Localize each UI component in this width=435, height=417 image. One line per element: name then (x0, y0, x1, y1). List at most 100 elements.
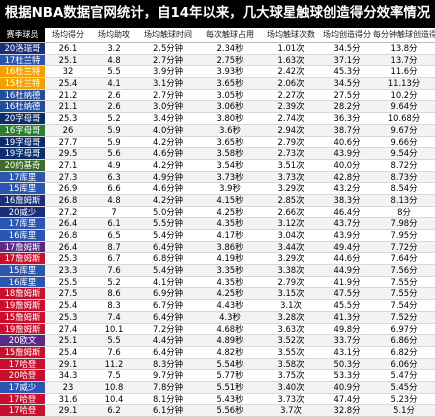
table-cell: 26.8 (45, 230, 91, 241)
table-cell: 3.06秒 (199, 101, 261, 113)
table-cell: 2.66次 (261, 206, 321, 218)
table-cell: 8.73分 (373, 171, 435, 183)
table-cell: 4.8 (91, 194, 137, 206)
table-cell: 42.8分 (321, 171, 373, 183)
table-cell: 2.27次 (261, 89, 321, 101)
player-season-label: 16杜兰特 (0, 66, 45, 78)
table-cell: 3.9分钟 (137, 66, 199, 78)
table-cell: 45.5分 (321, 300, 373, 311)
table-cell: 44.9分 (321, 265, 373, 276)
table-cell: 2.73次 (261, 148, 321, 159)
table-cell: 2.06次 (261, 78, 321, 89)
table-cell: 7.95分 (373, 230, 435, 241)
table-row: 16杜兰特 32 5.5 3.9分钟 3.93秒 2.42次 45.3分 11.6分 (0, 66, 435, 79)
table-cell: 5.2 (91, 113, 137, 124)
table-cell: 6.7分钟 (137, 300, 199, 311)
player-season-label: 16库里 (0, 276, 45, 288)
table-cell: 8.72分 (373, 159, 435, 171)
table-row: 17哈登 29.1 6.2 6.1分钟 5.56秒 3.7次 32.8分 5.1分 (0, 405, 435, 417)
player-season-label: 15詹姆斯 (0, 346, 45, 358)
table-cell: 3.15次 (261, 288, 321, 300)
table-cell: 3.65秒 (199, 78, 261, 89)
player-season-label: 17哈登 (0, 358, 45, 370)
table-header: 赛季球员 场均得分 场均助攻 场均触球时间 每次触球占用 场均触球次数 场均创造得分 每分钟触… (0, 28, 435, 43)
table-cell: 3.29次 (261, 253, 321, 265)
player-season-label: 16库里 (0, 230, 45, 241)
table-cell: 2.85次 (261, 194, 321, 206)
table-cell: 37.1分 (321, 54, 373, 66)
table-cell: 25.4 (45, 300, 91, 311)
table-row: 17詹姆斯 26.4 8.7 6.4分钟 3.86秒 3.44次 49.4分 7.72分 (0, 241, 435, 254)
player-season-label: 15詹姆斯 (0, 311, 45, 323)
table-body: 20洛瑞哥 26.1 3.2 2.5分钟 2.34秒 1.01次 34.5分 13.8分 17杜… (0, 43, 435, 417)
table-cell: 4.68秒 (199, 323, 261, 335)
table-cell: 43.9分 (321, 230, 373, 241)
table-cell: 4.17秒 (199, 230, 261, 241)
table-cell: 4.25秒 (199, 288, 261, 300)
table-cell: 5.0分钟 (137, 206, 199, 218)
table-cell: 4.35秒 (199, 276, 261, 288)
column-header: 赛季球员 (0, 28, 45, 42)
table-cell: 7.55分 (373, 276, 435, 288)
table-cell: 3.86秒 (199, 241, 261, 253)
table-cell: 44.6分 (321, 253, 373, 265)
table-cell: 26.1 (45, 43, 91, 54)
table-cell: 9.54分 (373, 148, 435, 159)
table-row: 17哈登 31.6 10.4 8.1分钟 5.43秒 3.73次 47.4分 5.23分 (0, 393, 435, 406)
table-cell: 43.7分 (321, 218, 373, 229)
table-cell: 3.51次 (261, 159, 321, 171)
table-cell: 25.1 (45, 54, 91, 66)
table-cell: 2.6 (91, 89, 137, 101)
table-cell: 4.2分钟 (137, 194, 199, 206)
table-cell: 26 (45, 124, 91, 136)
table-cell: 8.3 (91, 300, 137, 311)
column-header: 场均得分 (52, 30, 84, 39)
table-cell: 3.9秒 (199, 183, 261, 194)
table-row: 20威少 27.2 7 5.0分钟 4.25秒 2.66次 46.4分 8分 (0, 206, 435, 219)
table-cell: 3.58秒 (199, 148, 261, 159)
player-season-label: 16杜纳德 (0, 89, 45, 101)
table-cell: 7.56分 (373, 265, 435, 276)
table-cell: 27.2 (45, 206, 91, 218)
table-cell: 27.5 (45, 288, 91, 300)
table-row: 16詹姆斯 26.8 4.8 4.2分钟 4.15秒 2.85次 38.3分 8.13分 (0, 194, 435, 207)
column-header: 每分钟触球创造得分 (373, 30, 435, 39)
table-cell: 7.52分 (373, 311, 435, 323)
table-cell: 3.6秒 (199, 124, 261, 136)
table-cell: 2.5分钟 (137, 43, 199, 54)
table-row: 15库里 23.3 7.6 5.4分钟 3.35秒 3.38次 44.9分 7.56分 (0, 265, 435, 277)
table-cell: 26.4 (45, 241, 91, 253)
table-row: 16杜纳德 21.2 2.6 2.7分钟 3.05秒 2.27次 27.5分 10.2分 (0, 89, 435, 102)
table-cell: 6.2 (91, 405, 137, 416)
table-cell: 3.65秒 (199, 136, 261, 148)
table-cell: 6.9分钟 (137, 288, 199, 300)
table-cell: 43.2分 (321, 183, 373, 194)
table-row: 20字母哥 25.3 5.2 3.4分钟 3.80秒 2.74次 36.3分 10.68分 (0, 113, 435, 125)
table-cell: 4.6分钟 (137, 183, 199, 194)
table-cell: 4.8 (91, 54, 137, 66)
table-cell: 8.7 (91, 241, 137, 253)
table-cell: 26.9 (45, 183, 91, 194)
table-cell: 4.1 (91, 78, 137, 89)
table-row: 16库里 26.8 6.5 5.4分钟 4.17秒 3.04次 43.9分 7.95分 (0, 230, 435, 242)
table-cell: 26.4 (45, 218, 91, 229)
table-cell: 25.3 (45, 113, 91, 124)
table-cell: 6.7 (91, 253, 137, 265)
table-cell: 50.3分 (321, 358, 373, 370)
table-cell: 2.7分钟 (137, 89, 199, 101)
player-season-label: 17库里 (0, 171, 45, 183)
table-cell: 4.25秒 (199, 206, 261, 218)
table-cell: 4.3秒 (199, 311, 261, 323)
table-row: 15库里 26.9 6.6 4.6分钟 3.9秒 3.29次 43.2分 8.54分 (0, 183, 435, 195)
table-cell: 5.23分 (373, 393, 435, 405)
table-cell: 21.1 (45, 101, 91, 113)
player-season-label: 17库里 (0, 218, 45, 229)
player-season-label: 17杜兰特 (0, 54, 45, 66)
table-cell: 7 (91, 206, 137, 218)
player-season-label: 20欧文 (0, 335, 45, 346)
stats-table: 赛季球员 场均得分 场均助攻 场均触球时间 每次触球占用 场均触球次数 场均创造得分 每分钟触… (0, 28, 435, 417)
table-cell: 45.3分 (321, 66, 373, 78)
player-season-label: 20威少 (0, 206, 45, 218)
table-cell: 25.4 (45, 346, 91, 358)
table-cell: 29.1 (45, 405, 91, 416)
